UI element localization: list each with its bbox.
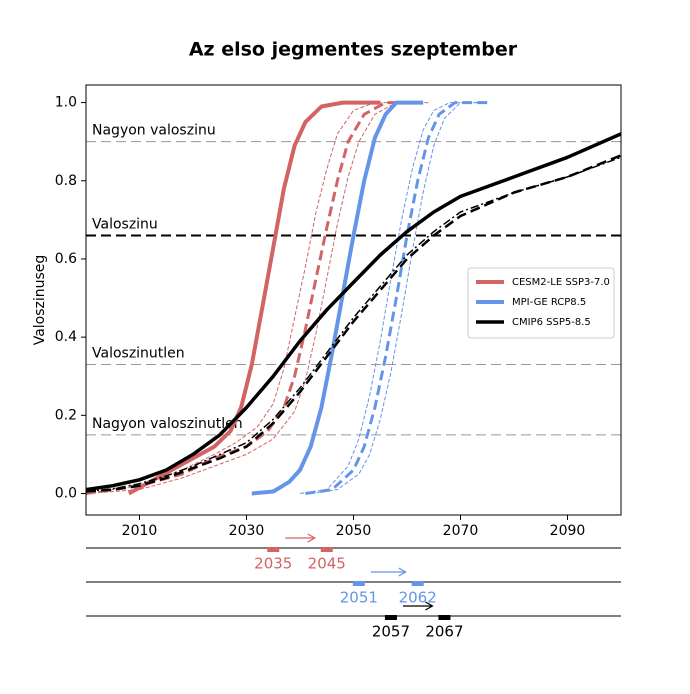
y-tick-label: 0.4 — [55, 329, 77, 345]
series-line — [305, 101, 488, 495]
y-tick-label: 0.2 — [55, 407, 77, 423]
series-line — [127, 100, 381, 496]
x-tick-label: 2090 — [550, 523, 586, 539]
series-line — [85, 156, 622, 493]
x-tick-label: 2050 — [336, 523, 372, 539]
range-arrowhead — [307, 533, 316, 543]
series-line — [310, 102, 488, 494]
series-line — [251, 100, 424, 496]
x-tick-label: 2070 — [443, 523, 479, 539]
range-end-label: 2062 — [399, 589, 437, 607]
range-start-label: 2057 — [372, 623, 410, 641]
series-line — [85, 101, 424, 495]
range-start-label: 2051 — [340, 589, 378, 607]
x-tick-label: 2030 — [229, 523, 265, 539]
series-line — [85, 102, 429, 494]
x-tick-label: 2010 — [122, 523, 158, 539]
range-start — [267, 547, 280, 552]
series-group — [85, 100, 622, 496]
y-tick-label: 0.0 — [55, 486, 77, 502]
series-line — [85, 102, 407, 494]
legend-label: CESM2-LE SSP3-7.0 — [512, 277, 610, 288]
legend-label: MPI-GE RCP8.5 — [512, 297, 586, 308]
reference-label: Valoszinutlen — [92, 346, 185, 362]
legend-box — [467, 267, 615, 339]
y-tick-label: 0.6 — [55, 251, 77, 267]
legend-label: CMIP6 SSP5-8.5 — [512, 317, 591, 328]
series-line — [299, 102, 477, 494]
series-line — [85, 154, 622, 493]
reference-label: Valoszinu — [92, 217, 158, 233]
range-start — [384, 615, 397, 620]
y-tick-label: 1.0 — [55, 95, 77, 111]
range-arrowhead — [398, 567, 407, 577]
range-arrowhead — [425, 601, 434, 611]
reference-label: Nagyon valoszinutlen — [92, 416, 243, 432]
range-end-label: 2067 — [425, 623, 463, 641]
range-end — [411, 581, 424, 586]
reference-label: Nagyon valoszinu — [92, 123, 216, 139]
range-start — [352, 581, 365, 586]
range-end — [320, 547, 333, 552]
y-tick-label: 0.8 — [55, 173, 77, 189]
y-axis-label: Valoszinuseg — [32, 255, 48, 346]
range-start-label: 2035 — [254, 555, 292, 573]
range-end-label: 2045 — [308, 555, 346, 573]
chart-title: Az elso jegmentes szeptember — [189, 39, 518, 61]
series-line — [85, 132, 622, 492]
range-end — [438, 615, 451, 620]
